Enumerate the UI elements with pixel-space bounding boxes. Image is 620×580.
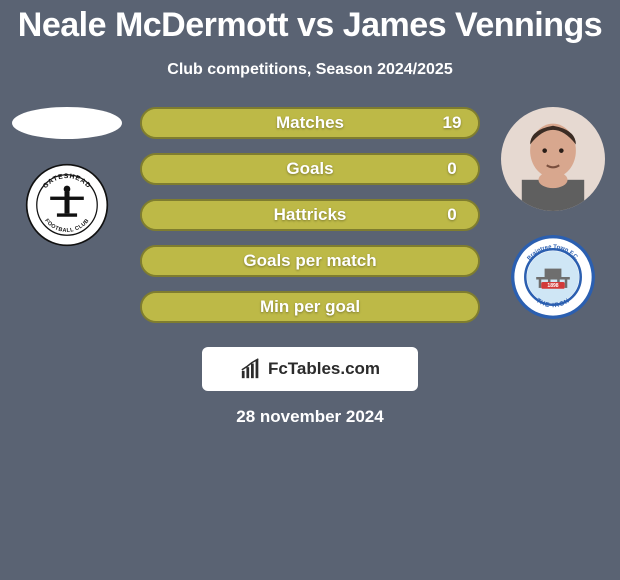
stat-value-right: 0 (440, 205, 464, 225)
stat-label: Matches (142, 113, 478, 133)
stat-value-right: 19 (440, 113, 464, 133)
comparison-container: GATESHEAD FOOTBALL CLUB Matches19Goals0H… (0, 107, 620, 323)
stats-column: Matches19Goals0Hattricks0Goals per match… (140, 107, 480, 323)
player-left-photo (12, 107, 122, 139)
content-root: Neale McDermott vs James Vennings Club c… (0, 0, 620, 580)
date-line: 28 november 2024 (236, 407, 383, 427)
attribution-text: FcTables.com (268, 359, 380, 379)
stat-bar: Matches19 (140, 107, 480, 139)
club-right-badge: Braintree Town F.C. THE IRON 1898 (511, 235, 595, 319)
stat-bar: Goals0 (140, 153, 480, 185)
stat-label: Hattricks (142, 205, 478, 225)
subtitle: Club competitions, Season 2024/2025 (167, 61, 452, 79)
stat-bar: Hattricks0 (140, 199, 480, 231)
chart-icon (240, 358, 262, 380)
club-left-badge: GATESHEAD FOOTBALL CLUB (25, 163, 109, 247)
stat-label: Goals (142, 159, 478, 179)
stat-bar: Goals per match (140, 245, 480, 277)
left-column: GATESHEAD FOOTBALL CLUB (12, 107, 122, 247)
attribution-badge: FcTables.com (202, 347, 418, 391)
gateshead-badge-icon: GATESHEAD FOOTBALL CLUB (25, 163, 109, 247)
player-right-avatar-icon (501, 107, 605, 211)
stat-value-right: 0 (440, 159, 464, 179)
right-column: Braintree Town F.C. THE IRON 1898 (498, 107, 608, 319)
stat-label: Goals per match (142, 251, 478, 271)
page-title: Neale McDermott vs James Vennings (18, 6, 602, 45)
player-right-photo (501, 107, 605, 211)
club2-year: 1898 (547, 283, 558, 289)
stat-label: Min per goal (142, 297, 478, 317)
stat-bar: Min per goal (140, 291, 480, 323)
braintree-badge-icon: Braintree Town F.C. THE IRON 1898 (511, 235, 595, 319)
